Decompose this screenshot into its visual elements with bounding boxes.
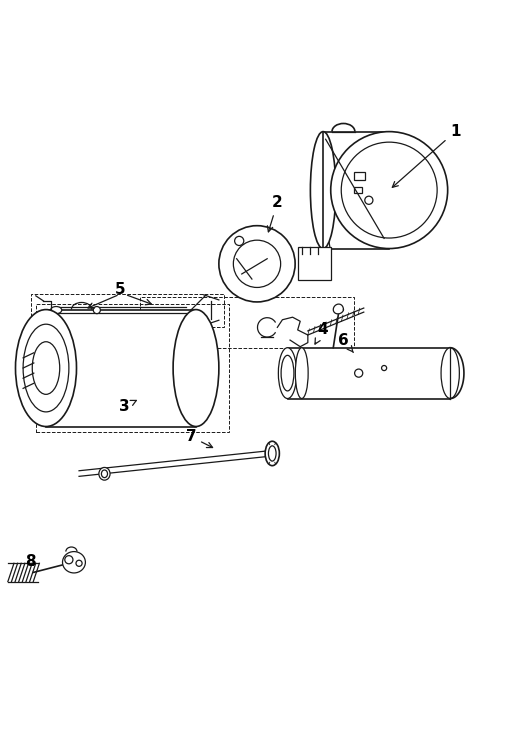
Ellipse shape (63, 552, 85, 573)
Text: 2: 2 (267, 195, 283, 232)
Text: 8: 8 (25, 554, 36, 569)
Circle shape (76, 560, 82, 567)
Text: 1: 1 (392, 124, 461, 187)
Text: 6: 6 (338, 333, 353, 352)
Bar (298, 247, 331, 280)
Circle shape (65, 556, 73, 564)
Text: 7: 7 (186, 429, 213, 447)
Bar (36, 305, 229, 431)
Bar (140, 297, 354, 348)
Bar (354, 186, 362, 193)
Ellipse shape (99, 467, 110, 480)
Bar (354, 172, 365, 180)
Circle shape (331, 132, 448, 249)
Text: 5: 5 (115, 281, 125, 297)
Ellipse shape (50, 306, 62, 314)
Bar (31, 295, 224, 327)
Ellipse shape (296, 348, 308, 398)
Bar (287, 348, 450, 398)
Bar (46, 309, 196, 426)
Bar (323, 132, 389, 249)
Text: 4: 4 (315, 322, 328, 344)
Ellipse shape (441, 348, 460, 398)
Circle shape (219, 226, 295, 302)
Ellipse shape (310, 132, 336, 249)
Ellipse shape (15, 309, 77, 426)
Text: 3: 3 (119, 398, 136, 414)
Ellipse shape (173, 309, 219, 426)
Ellipse shape (265, 442, 280, 466)
Circle shape (93, 306, 100, 314)
Ellipse shape (279, 348, 297, 398)
